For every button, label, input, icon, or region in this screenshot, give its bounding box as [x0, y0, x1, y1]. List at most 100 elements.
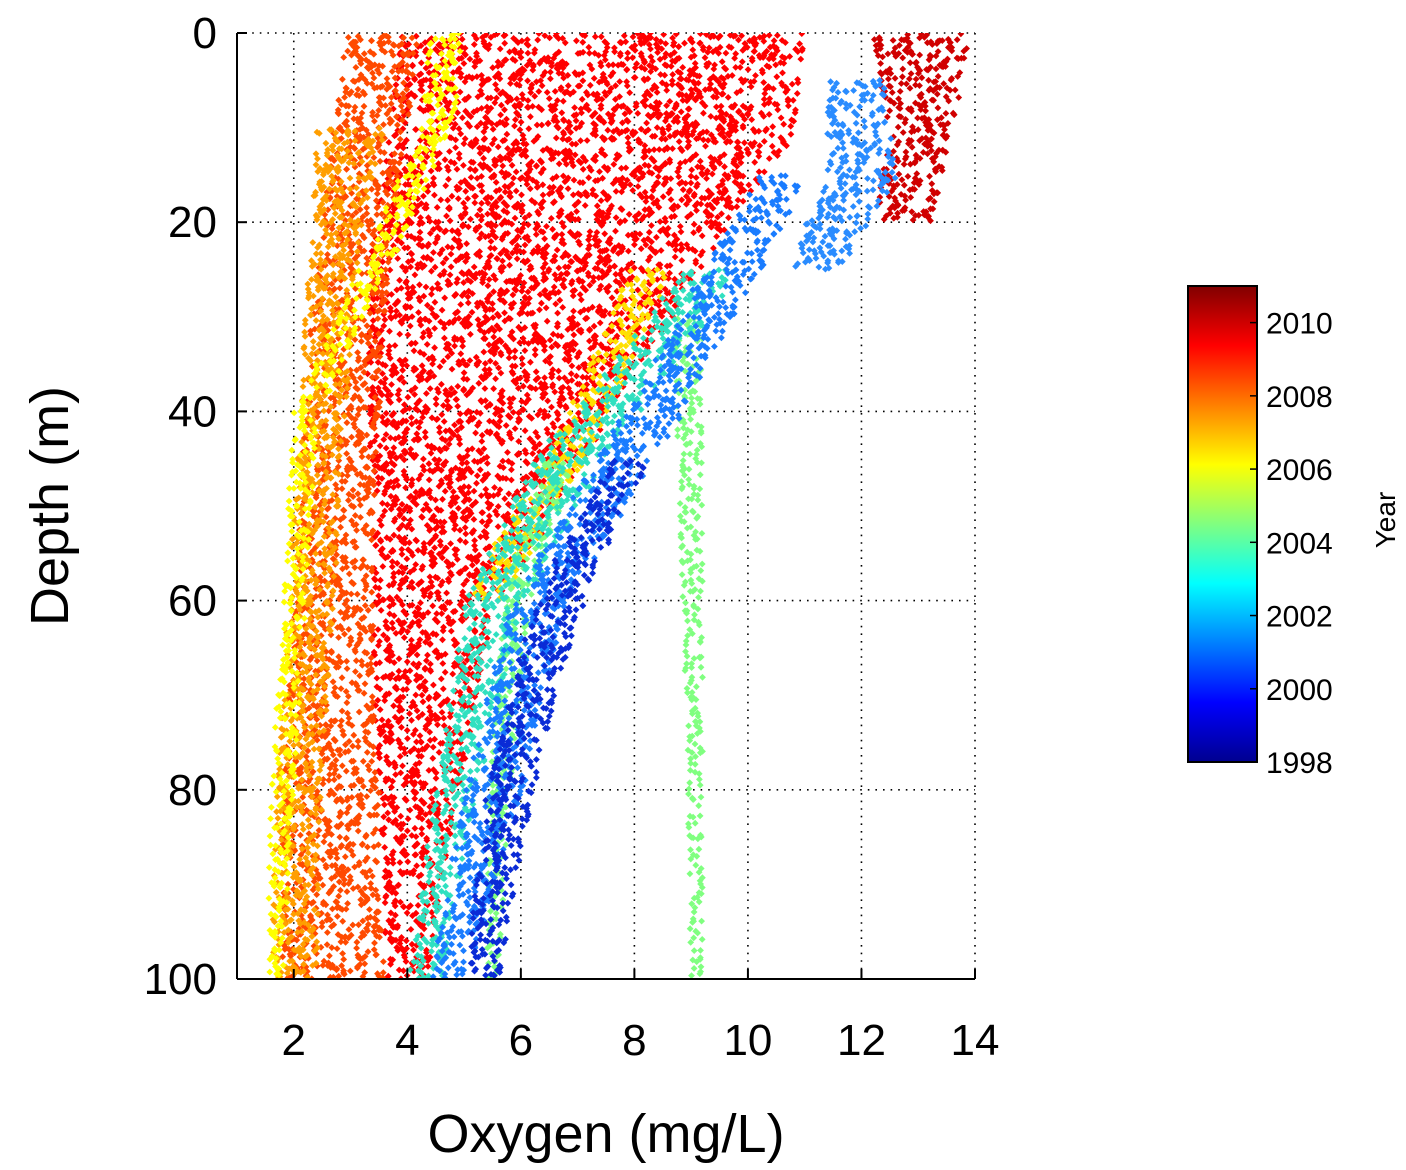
- data-point: [631, 74, 638, 81]
- data-point: [735, 197, 742, 204]
- data-point: [359, 110, 366, 117]
- data-point: [405, 394, 412, 401]
- data-point: [587, 82, 594, 89]
- data-point: [501, 40, 508, 47]
- data-point: [601, 230, 608, 237]
- data-point: [789, 81, 796, 88]
- data-point: [408, 717, 415, 724]
- data-point: [769, 132, 776, 139]
- data-point: [635, 183, 642, 190]
- data-point: [393, 81, 400, 88]
- data-point: [693, 207, 700, 214]
- data-point: [479, 509, 486, 516]
- data-point: [404, 658, 411, 665]
- data-point: [438, 676, 445, 683]
- data-point: [732, 64, 739, 71]
- data-point: [461, 369, 468, 376]
- data-point: [449, 671, 456, 678]
- data-point: [492, 81, 499, 88]
- data-point: [553, 135, 560, 142]
- data-point: [555, 265, 562, 272]
- data-point: [377, 706, 384, 713]
- data-point: [386, 343, 393, 350]
- data-point: [396, 396, 403, 403]
- data-point: [668, 196, 675, 203]
- data-point: [353, 64, 360, 71]
- data-point: [774, 106, 781, 113]
- data-point: [544, 318, 551, 325]
- data-point: [404, 910, 411, 917]
- data-point: [418, 825, 425, 832]
- data-point: [478, 200, 485, 207]
- data-point: [735, 139, 742, 146]
- data-point: [379, 500, 386, 507]
- data-point: [451, 343, 458, 350]
- data-point: [506, 355, 513, 362]
- data-point: [339, 76, 346, 83]
- data-point: [409, 62, 416, 69]
- data-point: [397, 859, 404, 866]
- data-point: [778, 115, 785, 122]
- data-point: [571, 104, 578, 111]
- data-point: [503, 422, 510, 429]
- data-point: [454, 383, 461, 390]
- data-point: [447, 217, 454, 224]
- data-point: [524, 77, 531, 84]
- data-point: [506, 262, 513, 269]
- data-point: [390, 570, 397, 577]
- data-point: [733, 203, 740, 210]
- data-point: [751, 48, 758, 55]
- data-point: [439, 660, 446, 667]
- data-point: [626, 89, 633, 96]
- data-point: [638, 245, 645, 252]
- data-point: [442, 669, 449, 676]
- data-point: [440, 715, 447, 722]
- data-point: [381, 844, 388, 851]
- data-point: [669, 71, 676, 78]
- data-point: [441, 418, 448, 425]
- data-point: [501, 310, 508, 317]
- data-point: [629, 54, 636, 61]
- data-point: [490, 385, 497, 392]
- data-point: [582, 202, 589, 209]
- data-point: [419, 362, 426, 369]
- data-point: [472, 167, 479, 174]
- data-point: [457, 301, 464, 308]
- data-point: [449, 366, 456, 373]
- data-point: [522, 242, 529, 249]
- data-point: [745, 66, 752, 73]
- data-point: [748, 83, 755, 90]
- data-point: [551, 284, 558, 291]
- data-point: [439, 307, 446, 314]
- data-point: [401, 634, 408, 641]
- data-point: [445, 176, 452, 183]
- data-point: [394, 255, 401, 262]
- data-point: [527, 113, 534, 120]
- data-point: [443, 590, 450, 597]
- data-point: [543, 223, 550, 230]
- data-point: [681, 40, 688, 47]
- data-point: [725, 214, 732, 221]
- data-point: [533, 368, 540, 375]
- data-point: [444, 197, 451, 204]
- data-point: [676, 138, 683, 145]
- data-point: [686, 106, 693, 113]
- data-point: [345, 34, 352, 41]
- data-point: [423, 390, 430, 397]
- data-point: [518, 192, 525, 199]
- data-point: [457, 350, 464, 357]
- data-point: [668, 63, 675, 70]
- data-point: [399, 551, 406, 558]
- data-point: [453, 396, 460, 403]
- data-point: [739, 58, 746, 65]
- data-point: [579, 39, 586, 46]
- data-point: [433, 401, 440, 408]
- data-point: [471, 200, 478, 207]
- data-point: [442, 182, 449, 189]
- data-point: [446, 148, 453, 155]
- data-point: [411, 347, 418, 354]
- data-point: [543, 305, 550, 312]
- data-point: [713, 104, 720, 111]
- data-point: [761, 138, 768, 145]
